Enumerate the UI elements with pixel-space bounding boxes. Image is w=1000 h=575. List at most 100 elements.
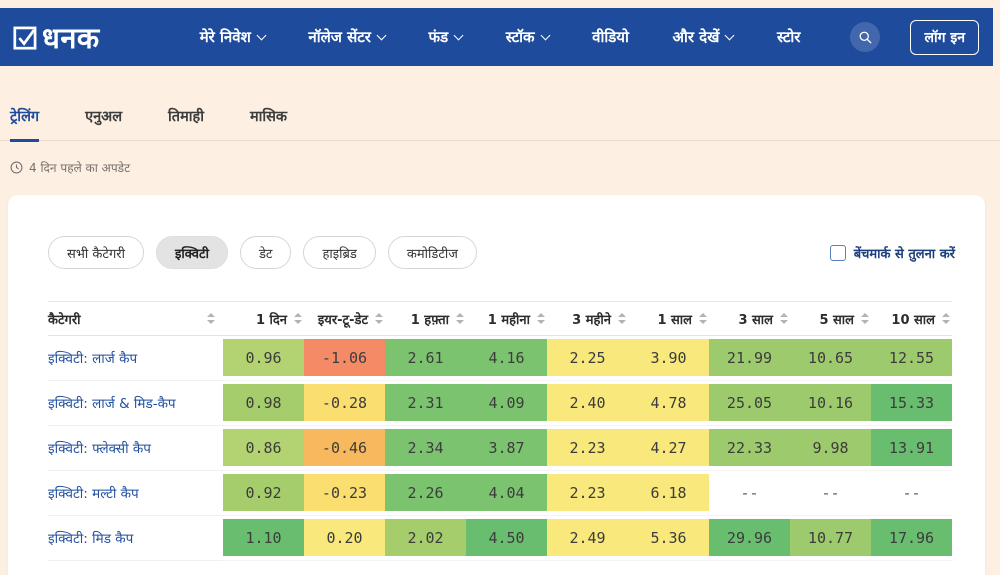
chevron-down-icon [540, 30, 550, 40]
nav-item-1[interactable]: नॉलेज सेंटर [308, 27, 387, 47]
return-value: 2.40 [569, 393, 606, 412]
return-value: -- [902, 483, 921, 502]
return-value: 5.36 [650, 528, 687, 547]
sort-icon[interactable] [456, 313, 464, 324]
return-value: 4.78 [650, 393, 687, 412]
return-value: 25.05 [726, 393, 773, 412]
filter-chip-0[interactable]: सभी कैटेगरी [48, 236, 144, 269]
filter-chip-1[interactable]: इक्विटी [155, 236, 228, 269]
return-value: 13.91 [888, 438, 935, 457]
return-value: 29.96 [726, 528, 773, 547]
nav-item-label: स्टोर [777, 28, 801, 46]
return-cell: 0.20 [304, 516, 385, 561]
sort-icon[interactable] [861, 313, 869, 324]
benchmark-checkbox[interactable] [829, 244, 846, 261]
sort-icon[interactable] [537, 313, 545, 324]
return-cell: 15.33 [871, 381, 952, 426]
login-button[interactable]: लॉग इन [910, 19, 979, 55]
column-header-label: 1 साल [657, 312, 692, 328]
sort-icon[interactable] [618, 313, 626, 324]
return-value: -1.06 [321, 348, 368, 367]
nav-item-0[interactable]: मेरे निवेश [200, 27, 267, 47]
return-value: -- [740, 483, 759, 502]
sort-icon[interactable] [375, 313, 383, 324]
nav-item-6[interactable]: स्टोर [777, 27, 800, 47]
filter-chip-3[interactable]: हाइब्रिड [303, 236, 376, 269]
search-icon [858, 30, 873, 45]
tab-3[interactable]: मासिक [249, 109, 288, 125]
nav-item-label: वीडियो [592, 28, 629, 46]
sort-down-icon [375, 319, 383, 324]
return-cell: 9.98 [790, 426, 871, 471]
sort-icon[interactable] [942, 313, 950, 324]
category-link[interactable]: इक्विटी: लार्ज & मिड-कैप [48, 381, 223, 426]
nav-item-3[interactable]: स्टॉक [506, 27, 550, 47]
sort-up-icon [294, 313, 302, 318]
sort-icon[interactable] [699, 313, 707, 324]
return-cell: 13.91 [871, 426, 952, 471]
return-cell: -0.46 [304, 426, 385, 471]
return-value: 4.04 [488, 483, 525, 502]
return-value: 2.34 [407, 438, 444, 457]
return-value: 12.55 [888, 348, 935, 367]
filter-chip-4[interactable]: कमोडिटीज [387, 236, 477, 269]
return-cell: 12.55 [871, 336, 952, 381]
category-link[interactable]: इक्विटी: मल्टी कैप [48, 471, 223, 516]
filter-chip-2[interactable]: डेट [239, 236, 292, 269]
return-cell: 22.33 [709, 426, 790, 471]
return-cell: 2.26 [385, 471, 466, 516]
returns-table-wrap: कैटेगरी 1 दिन इयर-टू-डेट 1 हफ़्ता 1 महीना 3 म… [48, 301, 952, 561]
search-button[interactable] [850, 22, 881, 52]
column-header-label: 1 महीना [487, 312, 530, 328]
return-value: 2.25 [569, 348, 606, 367]
table-header-row: कैटेगरी 1 दिन इयर-टू-डेट 1 हफ़्ता 1 महीना 3 म… [48, 301, 952, 336]
sort-down-icon [294, 319, 302, 324]
sort-up-icon [699, 313, 707, 318]
last-updated-text: 4 दिन पहले का अपडेट [29, 161, 131, 175]
category-link[interactable]: इक्विटी: फ्लेक्सी कैप [48, 426, 223, 471]
return-cell: 4.27 [628, 426, 709, 471]
return-cell: 2.31 [385, 381, 466, 426]
return-value: 9.98 [812, 438, 849, 457]
return-value: 15.33 [888, 393, 935, 412]
return-cell: 2.23 [547, 471, 628, 516]
return-value: 0.92 [245, 483, 282, 502]
sort-icon[interactable] [780, 313, 788, 324]
return-cell: 21.99 [709, 336, 790, 381]
return-cell: 2.34 [385, 426, 466, 471]
sort-icon[interactable] [207, 313, 215, 324]
logo-checkbox-icon [12, 24, 39, 51]
table-row: इक्विटी: मिड कैप 1.10 0.20 2.02 4.50 2.49 5.36… [48, 516, 952, 561]
chevron-down-icon [256, 30, 267, 40]
return-cell: -0.23 [304, 471, 385, 516]
sort-icon[interactable] [294, 313, 302, 324]
nav-item-4[interactable]: वीडियो [592, 27, 629, 47]
tab-1[interactable]: एनुअल [85, 109, 123, 125]
column-header-3: 1 हफ़्ता [385, 301, 466, 336]
return-value: 10.77 [807, 528, 854, 547]
return-cell: 0.86 [223, 426, 304, 471]
sort-down-icon [861, 319, 869, 324]
sort-down-icon [207, 319, 215, 324]
nav-item-5[interactable]: और देखें [672, 27, 735, 47]
return-cell: 29.96 [709, 516, 790, 561]
return-value: 4.16 [488, 348, 525, 367]
category-link[interactable]: इक्विटी: लार्ज कैप [48, 336, 223, 381]
benchmark-compare-toggle[interactable]: बेंचमार्क से तुलना करें [829, 244, 955, 262]
return-value: 22.33 [726, 438, 773, 457]
sort-down-icon [780, 319, 788, 324]
return-cell: 5.36 [628, 516, 709, 561]
top-navbar: धनक मेरे निवेश नॉलेज सेंटर फंड स्टॉक वीडियो औ… [0, 8, 993, 66]
category-link[interactable]: इक्विटी: मिड कैप [48, 516, 223, 561]
nav-item-2[interactable]: फंड [429, 27, 464, 47]
table-row: इक्विटी: मल्टी कैप 0.92 -0.23 2.26 4.04 2.23 6… [48, 471, 952, 516]
dhanak-logo[interactable]: धनक [12, 18, 100, 57]
return-cell: -- [709, 471, 790, 516]
return-value: -- [821, 483, 840, 502]
return-cell: 4.04 [466, 471, 547, 516]
return-cell: 4.09 [466, 381, 547, 426]
tab-0[interactable]: ट्रेलिंग [10, 100, 40, 142]
sort-up-icon [456, 313, 464, 318]
tab-2[interactable]: तिमाही [168, 109, 204, 125]
return-cell: 2.23 [547, 426, 628, 471]
